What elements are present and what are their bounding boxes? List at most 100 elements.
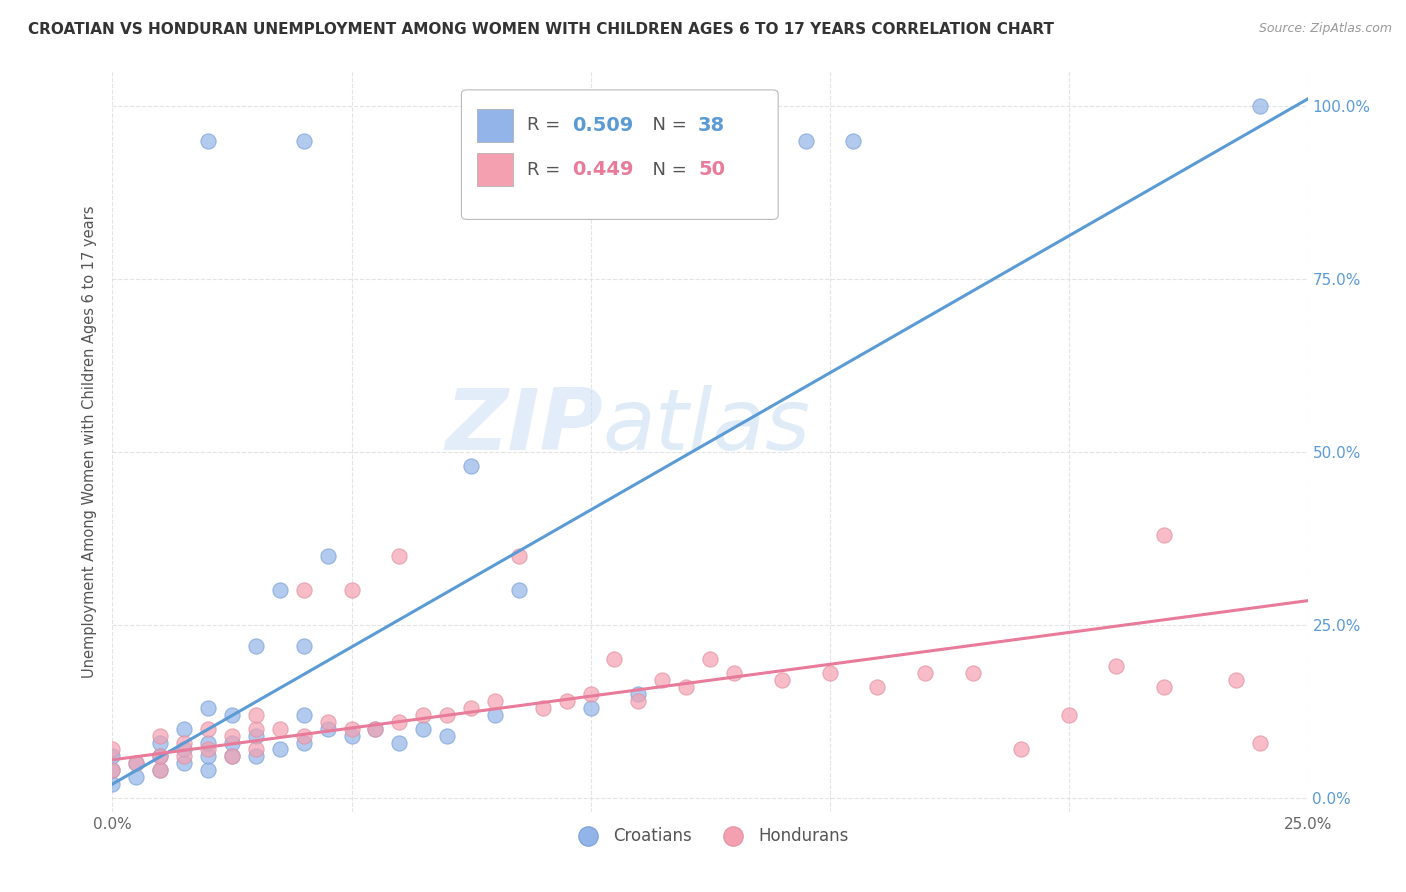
Point — [173, 756, 195, 771]
Point — [292, 583, 315, 598]
Point — [1105, 659, 1128, 673]
Point — [292, 707, 315, 722]
Point — [412, 722, 434, 736]
Point — [149, 749, 172, 764]
Point — [866, 680, 889, 694]
Point — [531, 701, 554, 715]
Point — [388, 735, 411, 749]
Point — [770, 673, 793, 688]
Point — [221, 729, 243, 743]
Point — [101, 749, 124, 764]
Point — [651, 673, 673, 688]
Point — [197, 742, 219, 756]
Point — [484, 694, 506, 708]
Point — [292, 639, 315, 653]
Point — [197, 763, 219, 777]
Point — [388, 714, 411, 729]
Point — [675, 134, 697, 148]
Point — [197, 722, 219, 736]
Point — [101, 763, 124, 777]
Point — [292, 729, 315, 743]
Point — [197, 735, 219, 749]
Point — [388, 549, 411, 563]
Point — [508, 549, 530, 563]
Legend: Croatians, Hondurans: Croatians, Hondurans — [565, 820, 855, 852]
Text: 50: 50 — [699, 161, 725, 179]
Point — [627, 687, 650, 701]
Point — [149, 729, 172, 743]
Point — [245, 722, 267, 736]
Point — [364, 722, 387, 736]
Point — [340, 583, 363, 598]
Text: 38: 38 — [699, 116, 725, 135]
Point — [316, 722, 339, 736]
Point — [842, 134, 865, 148]
Text: CROATIAN VS HONDURAN UNEMPLOYMENT AMONG WOMEN WITH CHILDREN AGES 6 TO 17 YEARS C: CROATIAN VS HONDURAN UNEMPLOYMENT AMONG … — [28, 22, 1054, 37]
Point — [627, 694, 650, 708]
Point — [914, 666, 936, 681]
Text: atlas: atlas — [603, 385, 810, 468]
Point — [173, 742, 195, 756]
Text: 0.449: 0.449 — [572, 161, 634, 179]
Point — [460, 458, 482, 473]
Point — [723, 666, 745, 681]
Point — [101, 763, 124, 777]
Point — [197, 134, 219, 148]
Point — [292, 735, 315, 749]
Point — [603, 652, 626, 666]
Point — [173, 722, 195, 736]
Point — [340, 729, 363, 743]
Point — [962, 666, 984, 681]
Point — [1010, 742, 1032, 756]
Point — [101, 777, 124, 791]
Point — [1225, 673, 1247, 688]
Point — [173, 735, 195, 749]
Point — [412, 707, 434, 722]
Point — [794, 134, 817, 148]
Point — [197, 701, 219, 715]
Point — [221, 707, 243, 722]
Point — [1057, 707, 1080, 722]
Point — [269, 742, 291, 756]
Point — [436, 707, 458, 722]
Point — [292, 134, 315, 148]
Point — [245, 742, 267, 756]
Point — [245, 749, 267, 764]
Point — [197, 749, 219, 764]
FancyBboxPatch shape — [461, 90, 778, 219]
Point — [245, 729, 267, 743]
Point — [125, 756, 148, 771]
Point — [579, 687, 602, 701]
Point — [340, 722, 363, 736]
Point — [460, 701, 482, 715]
Point — [221, 749, 243, 764]
Point — [269, 583, 291, 598]
Point — [436, 729, 458, 743]
Point — [125, 770, 148, 784]
Bar — [477, 153, 513, 186]
Point — [149, 735, 172, 749]
Point — [1249, 99, 1271, 113]
Text: Source: ZipAtlas.com: Source: ZipAtlas.com — [1258, 22, 1392, 36]
Point — [316, 714, 339, 729]
Point — [269, 722, 291, 736]
Text: N =: N = — [641, 161, 692, 178]
Text: N =: N = — [641, 117, 692, 135]
Text: R =: R = — [527, 117, 567, 135]
Bar — [477, 109, 513, 142]
Point — [364, 722, 387, 736]
Point — [245, 639, 267, 653]
Point — [818, 666, 841, 681]
Point — [149, 763, 172, 777]
Point — [173, 749, 195, 764]
Point — [723, 134, 745, 148]
Text: ZIP: ZIP — [444, 385, 603, 468]
Text: R =: R = — [527, 161, 567, 178]
Point — [1249, 735, 1271, 749]
Point — [555, 694, 578, 708]
Point — [245, 707, 267, 722]
Point — [101, 742, 124, 756]
Point — [675, 680, 697, 694]
Point — [484, 707, 506, 722]
Point — [149, 763, 172, 777]
